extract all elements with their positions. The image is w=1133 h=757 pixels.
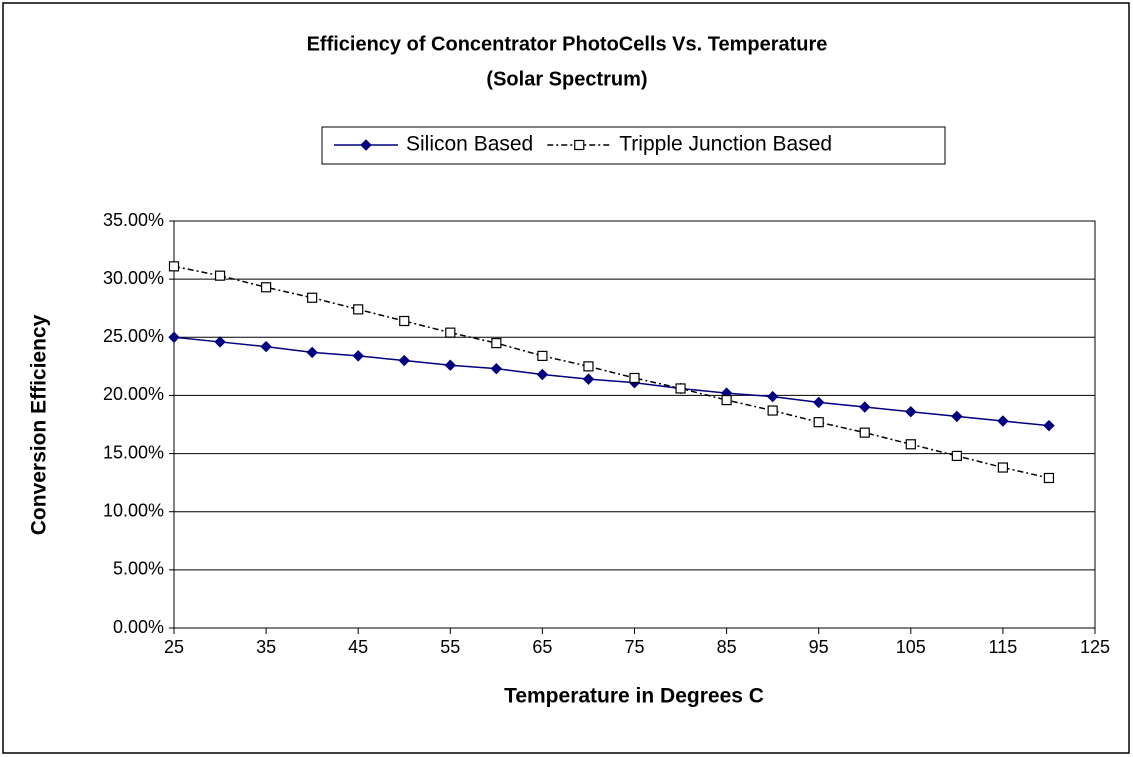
x-axis-label: Temperature in Degrees C	[504, 685, 764, 708]
marker	[168, 261, 180, 272]
marker	[997, 415, 1009, 427]
marker	[767, 405, 778, 416]
x-tick-label: 25	[164, 637, 184, 657]
y-tick-label: 25.00%	[103, 326, 164, 346]
legend-marker	[360, 139, 372, 151]
marker	[537, 350, 548, 361]
marker	[583, 361, 594, 372]
legend-box	[321, 126, 946, 165]
marker	[1043, 472, 1055, 484]
series-line	[173, 336, 1050, 427]
x-tick-label: 35	[256, 637, 276, 657]
marker	[766, 390, 779, 403]
marker	[859, 427, 870, 438]
marker	[859, 401, 871, 413]
marker	[445, 327, 456, 338]
y-tick-label: 15.00%	[103, 442, 164, 462]
legend-label: Silicon Based	[406, 133, 533, 156]
x-tick-label: 55	[440, 637, 460, 657]
series-line	[173, 265, 1050, 479]
marker	[813, 417, 824, 428]
marker	[214, 336, 226, 348]
y-tick-label: 30.00%	[103, 268, 164, 288]
x-tick-label: 85	[717, 637, 737, 657]
marker	[1043, 419, 1055, 432]
x-tick-label: 75	[624, 637, 644, 657]
marker	[905, 406, 917, 418]
y-tick-label: 5.00%	[113, 559, 164, 579]
marker	[951, 410, 963, 423]
chart-subtitle: (Solar Spectrum)	[486, 68, 647, 90]
marker	[490, 362, 503, 375]
marker	[353, 304, 364, 315]
marker	[260, 340, 272, 353]
marker	[444, 359, 457, 371]
y-tick-label: 0.00%	[113, 617, 164, 637]
x-tick-label: 105	[896, 637, 926, 657]
x-tick-label: 65	[532, 637, 552, 657]
marker	[536, 368, 549, 381]
marker	[629, 372, 640, 384]
legend-label: Tripple Junction Based	[619, 133, 832, 156]
marker	[399, 315, 410, 327]
marker	[675, 383, 686, 394]
marker	[352, 350, 364, 362]
marker	[214, 270, 226, 281]
marker	[261, 282, 272, 293]
marker	[307, 292, 318, 303]
y-tick-label: 20.00%	[103, 384, 164, 404]
x-tick-label: 125	[1080, 637, 1110, 657]
legend-marker	[574, 139, 585, 151]
x-tick-label: 95	[809, 637, 829, 657]
marker	[951, 450, 962, 461]
x-tick-label: 45	[348, 637, 368, 657]
chart-title: Efficiency of Concentrator PhotoCells Vs…	[307, 33, 828, 55]
y-tick-label: 35.00%	[103, 210, 164, 230]
marker	[721, 394, 732, 406]
marker	[812, 396, 825, 409]
marker	[997, 462, 1009, 473]
x-tick-label: 115	[989, 637, 1018, 657]
y-tick-label: 10.00%	[103, 500, 164, 520]
marker	[398, 354, 410, 367]
marker	[306, 346, 318, 359]
marker	[582, 373, 595, 385]
y-axis-label: Conversion Efficiency	[28, 314, 51, 535]
marker	[168, 331, 180, 343]
marker	[491, 338, 502, 349]
marker	[905, 439, 916, 450]
